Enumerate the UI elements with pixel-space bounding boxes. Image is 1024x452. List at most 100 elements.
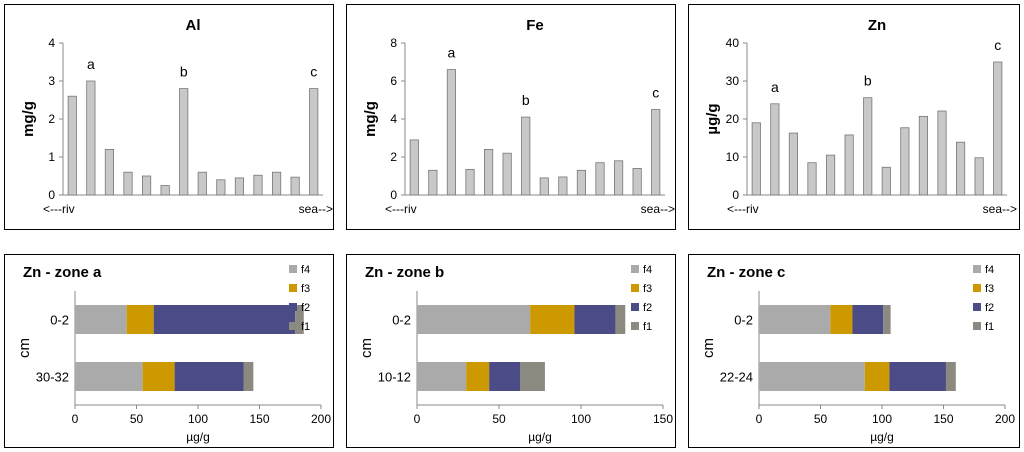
legend-label: f3 (643, 283, 652, 295)
stacked-bar-segment (295, 305, 304, 334)
bar (465, 168, 475, 196)
stacked-bar-segment (417, 305, 531, 334)
legend-label: f2 (643, 302, 652, 314)
y-tick-label: 0 (48, 188, 55, 202)
chart-zn-zone-b-svg: Zn - zone b cm 0 50 100 150 µg/g 0-2 10-12 f4 f3 f2… (358, 264, 673, 444)
stacked-bar-segment (759, 362, 865, 391)
bar (216, 179, 226, 196)
bar (428, 169, 438, 196)
x-tick-label: 100 (872, 412, 892, 426)
x-tick-label: 0 (414, 412, 421, 426)
stacked-bar-segment (520, 362, 545, 391)
x-axis-label: µg/g (870, 430, 894, 444)
bar (179, 88, 189, 196)
chart-zn-zone-c-svg: Zn - zone c cm 0 50 100 150 200 µg/g 0-2 22-24 f4 f… (700, 264, 1015, 444)
category-label: 0-2 (392, 313, 411, 328)
bar-annotation-label: a (771, 79, 779, 95)
bar-annotation-label: c (652, 85, 659, 101)
bar (446, 69, 457, 196)
y-tick-label: 3 (48, 74, 55, 88)
x-right-label: sea--> (299, 202, 333, 216)
bar (751, 122, 761, 196)
bar-annotation-label: a (87, 56, 95, 72)
bar (770, 103, 780, 196)
legend-label: f2 (985, 302, 994, 314)
bar (613, 160, 624, 196)
x-tick-label: 0 (756, 412, 763, 426)
bar (539, 177, 549, 196)
bar (576, 169, 587, 196)
bar (160, 185, 170, 196)
x-axis-label: µg/g (528, 430, 552, 444)
bar (409, 139, 419, 196)
x-left-label: <---riv (43, 202, 75, 216)
bar (290, 176, 300, 196)
stacked-bar-segment (174, 362, 244, 391)
legend-swatch (973, 322, 981, 330)
legend-swatch (631, 265, 639, 273)
stacked-bar-segment (142, 362, 175, 391)
bar (825, 154, 836, 196)
stacked-bar-segment (945, 362, 956, 391)
x-tick-label: 150 (653, 412, 673, 426)
legend-label: f3 (301, 283, 310, 295)
x-tick-label: 0 (72, 412, 79, 426)
legend-swatch (631, 322, 639, 330)
legend-swatch (631, 303, 639, 311)
y-tick-label: 4 (48, 36, 55, 50)
bar (86, 80, 96, 196)
bar (483, 148, 494, 196)
legend-swatch (631, 284, 639, 292)
y-axis-label: cm (700, 338, 717, 358)
x-tick-label: 100 (571, 412, 591, 426)
chart-title: Zn - zone c (707, 264, 785, 281)
chart-fe-svg: Fe mg/g 0 2 4 6 8 a b c <---riv sea--> (362, 17, 675, 216)
x-tick-label: 150 (933, 412, 953, 426)
stacked-bar-segment (574, 305, 616, 334)
legend-label: f2 (301, 302, 310, 314)
legend-swatch (289, 284, 297, 292)
x-tick-label: 200 (311, 412, 331, 426)
legend-swatch (973, 303, 981, 311)
bar-annotation-label: a (448, 45, 456, 61)
bar-annotation-label: b (864, 73, 872, 89)
stacked-bar-segment (75, 362, 143, 391)
stacked-bar-segment (883, 305, 891, 334)
chart-zn-zone-a-svg: Zn - zone a cm 0 50 100 150 200 µg/g 0-2 30-32 f4 f… (16, 264, 331, 444)
x-tick-label: 50 (130, 412, 144, 426)
bar-annotation-label: b (522, 92, 530, 108)
bar (632, 167, 642, 196)
chart-title: Fe (526, 17, 544, 34)
bar (502, 152, 512, 196)
bar (651, 109, 661, 196)
chart-al-svg: Al mg/g 0 1 2 3 4 a b c <---riv sea--> (20, 17, 333, 216)
x-tick-label: 50 (814, 412, 828, 426)
bar (141, 175, 152, 196)
bar (104, 148, 115, 196)
bar (788, 132, 799, 196)
y-tick-label: 0 (732, 188, 739, 202)
y-tick-label: 4 (390, 112, 397, 126)
bar (197, 171, 207, 196)
stacked-bar-segment (530, 305, 575, 334)
x-tick-label: 150 (249, 412, 269, 426)
y-tick-label: 6 (390, 74, 397, 88)
bar (253, 174, 263, 196)
y-axis-label: cm (358, 338, 375, 358)
x-right-label: sea--> (983, 202, 1017, 216)
legend-swatch (289, 265, 297, 273)
category-label: 30-32 (36, 370, 69, 385)
x-left-label: <---riv (727, 202, 759, 216)
bar (955, 141, 966, 196)
bar (937, 110, 947, 196)
bar (863, 97, 873, 196)
stacked-bar-segment (417, 362, 467, 391)
chart-title: Zn - zone b (365, 264, 444, 281)
bar (595, 162, 605, 196)
y-tick-label: 20 (726, 112, 740, 126)
bar (234, 177, 245, 196)
y-tick-label: 1 (48, 150, 55, 164)
x-tick-label: 100 (188, 412, 208, 426)
bar (123, 171, 133, 196)
x-right-label: sea--> (641, 202, 675, 216)
